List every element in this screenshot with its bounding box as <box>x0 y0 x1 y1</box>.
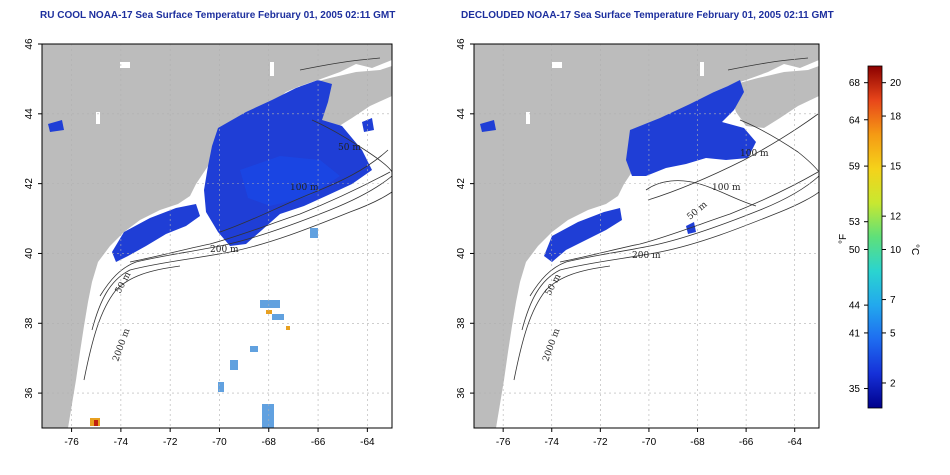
lat-tick-label: 36 <box>24 387 35 399</box>
lon-tick-label: -72 <box>593 437 608 448</box>
colorbar-f-tick-label: 53 <box>849 217 861 228</box>
colorbar-f-tick-label: 50 <box>849 245 861 256</box>
contour-label-200m: 200 m <box>632 251 661 261</box>
lon-tick-label: -66 <box>739 437 754 448</box>
sst-warmer-patch <box>240 156 340 206</box>
colorbar-f-tick-label: 35 <box>849 384 861 395</box>
colorbar-c-tick-label: 20 <box>890 78 902 89</box>
colorbar-f-tick-label: 41 <box>849 328 861 339</box>
lon-tick-label: -70 <box>212 437 227 448</box>
lake <box>700 62 704 76</box>
colorbar-scale <box>867 65 883 409</box>
left-sst-map: 50 m 100 m 200 m 50 m 2000 m -76 -74 -72 -7… <box>24 38 393 448</box>
right-axis-ticks: -76 -74 -72 -70 -68 -66 -64 46 44 42 40 38 36 <box>456 38 802 448</box>
lake <box>96 112 100 124</box>
lat-tick-label: 40 <box>456 247 467 259</box>
lat-tick-label: 44 <box>24 108 35 120</box>
lat-tick-label: 38 <box>24 317 35 329</box>
colorbar-f-tick-label: 68 <box>849 78 861 89</box>
lat-tick-label: 36 <box>456 387 467 399</box>
map-frame <box>41 43 393 429</box>
lon-tick-label: -66 <box>311 437 326 448</box>
lon-tick-label: -64 <box>360 437 375 448</box>
right-map-title: DECLOUDED NOAA-17 Sea Surface Temperatur… <box>461 10 834 21</box>
graticule <box>474 44 819 428</box>
land-mass <box>42 44 392 428</box>
colorbar-f-tick-label: 59 <box>849 162 861 173</box>
lake <box>552 62 562 68</box>
sst-small-patch <box>48 120 64 132</box>
sst-gulf-of-maine <box>626 80 756 176</box>
temperature-colorbar: 68 64 59 53 50 44 41 35 20 18 15 12 10 7 5 2 °F °C <box>838 65 920 409</box>
left-axis-ticks: -76 -74 -72 -70 -68 -66 -64 46 44 42 40 38 36 <box>24 38 375 448</box>
lake <box>270 62 274 76</box>
right-sst-map: 100 m 100 m 50 m 200 m 50 m 2000 m -76 -7… <box>456 38 820 448</box>
contour-label-100m: 100 m <box>740 149 769 159</box>
lon-tick-label: -70 <box>642 437 657 448</box>
bathymetry-contours <box>513 57 819 381</box>
lon-tick-label: -76 <box>496 437 511 448</box>
lat-tick-label: 46 <box>24 38 35 50</box>
sst-shelf-patch <box>544 208 622 262</box>
colorbar-celsius-label: °C <box>909 244 920 255</box>
land-mass <box>474 44 819 428</box>
left-map-title: RU COOL NOAA-17 Sea Surface Temperature … <box>40 10 396 21</box>
contour-label-100m: 100 m <box>290 183 319 193</box>
lon-tick-label: -76 <box>64 437 79 448</box>
lon-tick-label: -74 <box>545 437 560 448</box>
colorbar-fahrenheit-label: °F <box>838 234 849 244</box>
lat-tick-label: 42 <box>456 178 467 190</box>
sst-shelf-patch <box>112 204 200 262</box>
colorbar-c-tick-label: 5 <box>890 328 896 339</box>
lat-tick-label: 38 <box>456 317 467 329</box>
lon-tick-label: -68 <box>690 437 705 448</box>
lon-tick-label: -74 <box>114 437 129 448</box>
map-frame <box>473 43 820 429</box>
lat-tick-label: 44 <box>456 108 467 120</box>
graticule <box>42 44 392 428</box>
colorbar-c-tick-label: 18 <box>890 112 902 123</box>
lat-tick-label: 42 <box>24 178 35 190</box>
sst-small-patch <box>480 120 496 132</box>
lake <box>526 112 530 124</box>
sst-speckles <box>218 228 318 428</box>
land-nova-scotia <box>728 66 819 128</box>
lon-tick-label: -68 <box>262 437 277 448</box>
lat-tick-label: 40 <box>24 247 35 259</box>
colorbar-c-tick-label: 10 <box>890 245 902 256</box>
colorbar-c-tick-label: 12 <box>890 212 902 223</box>
colorbar-f-tick-label: 44 <box>849 301 861 312</box>
colorbar-c-tick-label: 2 <box>890 378 896 389</box>
contour-label-200m: 200 m <box>210 245 239 255</box>
colorbar-c-tick-label: 7 <box>890 295 896 306</box>
contour-label-50m: 50 m <box>338 143 361 153</box>
lon-tick-label: -64 <box>787 437 802 448</box>
contour-label-100m-inner: 100 m <box>712 183 741 193</box>
sst-small-patch <box>362 118 374 132</box>
lake <box>120 62 130 68</box>
sst-hot-speck <box>94 420 98 426</box>
lat-tick-label: 46 <box>456 38 467 50</box>
lon-tick-label: -72 <box>163 437 178 448</box>
colorbar-f-tick-label: 64 <box>849 115 861 126</box>
colorbar-c-tick-label: 15 <box>890 162 902 173</box>
bathymetry-contours <box>83 57 392 381</box>
